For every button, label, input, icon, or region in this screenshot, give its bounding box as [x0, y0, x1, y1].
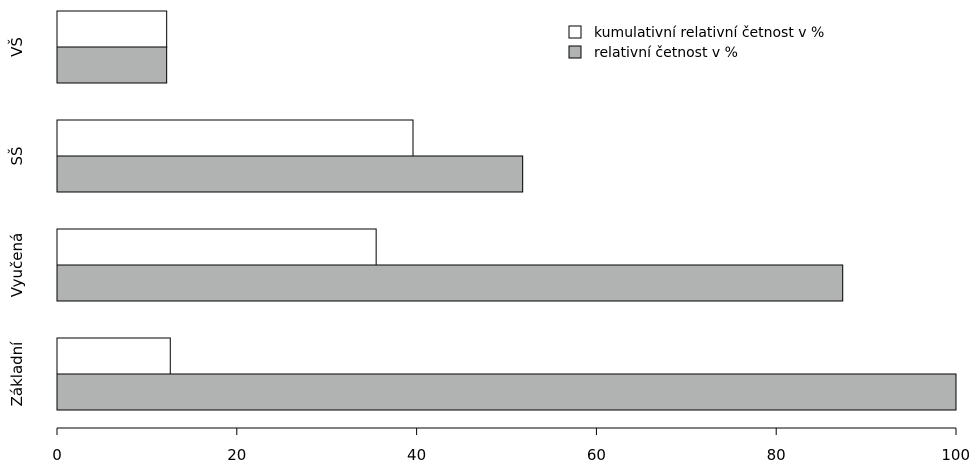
x-tick-label-0: 0 — [52, 446, 62, 464]
legend-swatch-relativni-cetnost-v — [568, 45, 582, 59]
bar-cumulative-vyucena — [56, 228, 377, 266]
bar-relative-vs — [56, 46, 168, 84]
legend-label-relativni-cetnost-v: relativní četnost v % — [594, 45, 738, 61]
x-tick-label-60: 60 — [587, 446, 606, 464]
y-axis-labels: Základní Vyučená SŠ VŠ — [7, 37, 26, 406]
legend: kumulativní relativní četnost v % relativ… — [568, 25, 824, 61]
bar-cumulative-ss — [56, 119, 414, 157]
bar-cumulative-zakladni — [56, 337, 171, 375]
x-tick-label-20: 20 — [227, 446, 246, 464]
bar-relative-vyucena — [56, 264, 844, 302]
legend-label-kumulativni-relativni-cetnost-v: kumulativní relativní četnost v % — [594, 25, 824, 41]
x-tick-label-100: 100 — [941, 446, 970, 464]
x-tick-label-40: 40 — [407, 446, 426, 464]
bar-relative-ss — [56, 155, 524, 193]
y-label-vs: VŠ — [7, 37, 26, 57]
x-tick-label-80: 80 — [767, 446, 786, 464]
x-axis: 0 20 40 60 80 100 — [52, 427, 970, 464]
bar-cumulative-vs — [56, 10, 168, 48]
y-label-zakladni: Základní — [8, 341, 26, 407]
legend-swatch-kumulativni-relativni-cetnost-v — [568, 25, 582, 39]
bar-relative-zakladni — [56, 373, 957, 411]
bars-group — [56, 10, 957, 411]
y-label-ss: SŠ — [7, 146, 26, 165]
y-label-vyucena: Vyučená — [8, 233, 26, 297]
